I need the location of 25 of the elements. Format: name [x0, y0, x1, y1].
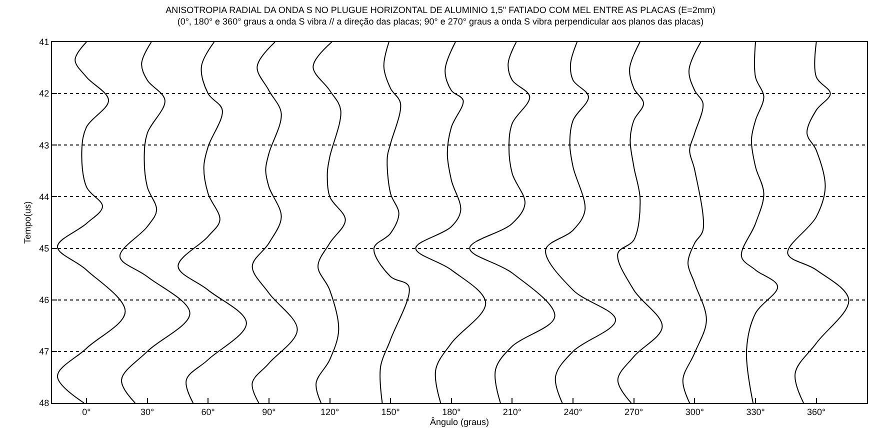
y-tick-label: 44 [39, 192, 50, 202]
y-tick-label: 45 [39, 243, 50, 254]
chart-subtitle: (0°, 180° e 360° graus a onda S vibra // a direção das placas; 90° e 270° graus a onda S vibra perpendicular aos planos das placas) [177, 16, 704, 27]
x-tick-label: 0° [82, 406, 92, 417]
x-tick-label: 90° [262, 406, 276, 417]
x-tick-label: 300° [685, 406, 704, 417]
y-tick-label: 43 [39, 140, 50, 150]
x-tick-label: 180° [442, 406, 462, 417]
y-tick-label: 42 [39, 88, 50, 99]
y-axis-title: Tempo(us) [22, 201, 33, 244]
x-tick-label: 120° [320, 406, 340, 417]
x-tick-label: 240° [564, 406, 583, 417]
x-tick-label: 210° [502, 406, 522, 417]
x-tick-label: 360° [807, 406, 826, 417]
x-tick-label: 60° [201, 406, 216, 417]
x-tick-label: 150° [381, 406, 400, 417]
y-tick-label: 41 [39, 37, 50, 48]
y-tick-label: 46 [39, 295, 50, 306]
x-tick-label: 270° [624, 406, 644, 417]
x-tick-label: 30° [140, 406, 154, 417]
y-tick-label: 48 [39, 398, 50, 408]
x-tick-label: 330° [746, 406, 766, 417]
chart-title: ANISOTROPIA RADIAL DA ONDA S NO PLUGUE HORIZONTAL DE ALUMINIO 1,5" FATIADO COM MEL ENTRE AS PLACAS (E=2mm) [166, 4, 716, 15]
x-axis-title: Ângulo (graus) [430, 416, 490, 427]
y-tick-label: 47 [39, 346, 50, 357]
